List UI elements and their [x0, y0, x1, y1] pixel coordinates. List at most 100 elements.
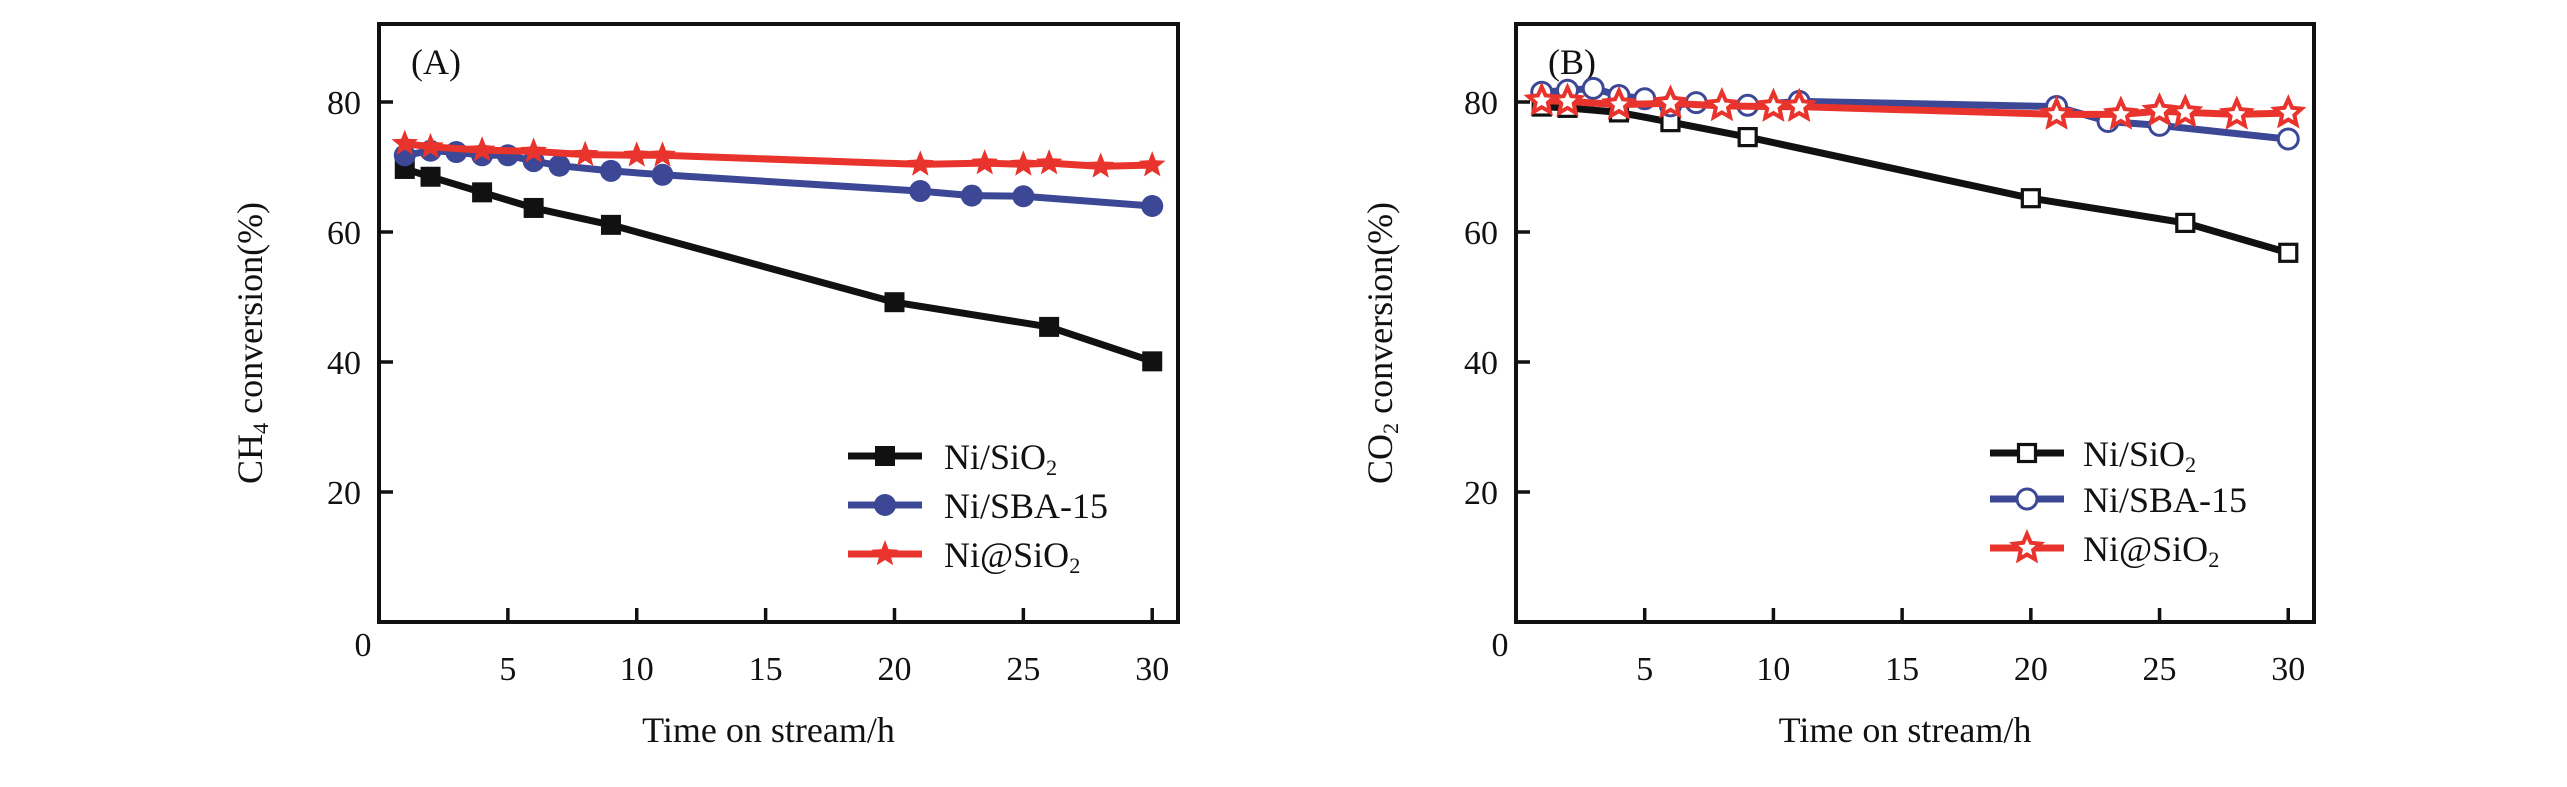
- legend-item[interactable]: Ni/SBA-15: [1990, 480, 2247, 520]
- data-point: [1703, 86, 1741, 122]
- x-tick-label: 25: [1006, 651, 1040, 688]
- legend-marker: [871, 540, 899, 566]
- data-point: [2276, 127, 2300, 151]
- x-tick-label: 15: [749, 651, 783, 688]
- data-point: [2020, 188, 2041, 209]
- legend-marker: [2016, 442, 2038, 464]
- data-point: [2175, 212, 2196, 233]
- data-point: [1581, 76, 1605, 100]
- data-point: [420, 166, 441, 187]
- data-point: [649, 141, 676, 167]
- data-point: [1755, 87, 1792, 122]
- legend-label-subscript: 2: [2208, 547, 2219, 572]
- y-axis: 20 40 60 80 0: [327, 85, 393, 664]
- data-point: [2270, 94, 2307, 129]
- data-point: [2102, 95, 2140, 130]
- y-tick-label: 20: [1464, 475, 1498, 512]
- y-axis-title-suffix: conversion(%): [1360, 202, 1400, 423]
- legend-marker: [875, 446, 895, 466]
- data-point: [2167, 93, 2204, 128]
- data-point: [971, 149, 998, 175]
- origin-label: 0: [1492, 627, 1509, 664]
- x-axis: 5 10 15 20 25 30: [1636, 608, 2305, 688]
- plot-frame: [1514, 22, 2316, 624]
- x-tick-label: 10: [620, 651, 654, 688]
- y-tick-label: 60: [1464, 215, 1498, 252]
- legend-label-subscript: 2: [1046, 455, 1057, 480]
- legend-label: Ni/SBA-15: [944, 486, 1108, 526]
- data-point: [417, 132, 444, 159]
- legend-label-main: Ni/SBA-15: [2083, 480, 2247, 520]
- data-point: [623, 141, 651, 167]
- legend-label-subscript: 2: [2185, 452, 2196, 477]
- series-ni-sio2: [391, 129, 1166, 178]
- legend-marker: [874, 494, 896, 516]
- legend-item[interactable]: Ni@SiO2: [848, 535, 1080, 578]
- x-tick-label: 20: [2014, 651, 2048, 688]
- x-axis: 5 10 15 20 25 30: [499, 608, 1169, 688]
- legend-item[interactable]: Ni/SiO2: [1990, 434, 2196, 477]
- data-point: [571, 140, 599, 166]
- panel-label: (B): [1548, 42, 1596, 82]
- legend-item[interactable]: Ni/SiO2: [848, 437, 1057, 480]
- legend-label-subscript: 2: [1069, 553, 1080, 578]
- data-point: [1035, 149, 1063, 175]
- legend-item[interactable]: Ni/SBA-15: [848, 486, 1108, 526]
- data-point: [960, 184, 983, 207]
- legend-label: Ni@SiO2: [2083, 529, 2219, 572]
- data-point: [1138, 151, 1166, 177]
- legend-label: Ni/SiO2: [944, 437, 1057, 480]
- data-point: [2278, 242, 2299, 263]
- legend-label-main: Ni/SiO: [2083, 434, 2185, 474]
- data-point: [523, 197, 544, 218]
- data-point: [1039, 316, 1060, 337]
- data-point: [1141, 195, 1164, 217]
- data-point: [391, 129, 419, 155]
- x-tick-label: 20: [877, 651, 911, 688]
- legend-marker: [2015, 487, 2039, 511]
- x-tick-label: 30: [2271, 651, 2305, 688]
- data-point: [1087, 152, 1114, 178]
- y-tick-label: 80: [327, 85, 361, 122]
- data-point: [520, 137, 547, 163]
- data-point: [1142, 351, 1163, 372]
- legend-label: Ni/SiO2: [2083, 434, 2196, 477]
- data-point: [1781, 87, 1818, 122]
- data-point: [1549, 82, 1586, 117]
- x-tick-label: 5: [499, 651, 516, 688]
- x-tick-label: 15: [1885, 651, 1919, 688]
- x-axis-title: Time on stream/h: [1779, 710, 2032, 750]
- series-ni-sio2: [394, 158, 1163, 372]
- data-point: [1600, 85, 1638, 120]
- x-tick-label: 10: [1756, 651, 1790, 688]
- y-axis-title-main: CO: [1360, 434, 1400, 484]
- panel-a: 20 40 60 80 0 5 10 15 20 25 30 Time on stream/h CH4 …: [230, 22, 1180, 750]
- x-tick-label: 5: [1636, 651, 1653, 688]
- data-point: [2218, 95, 2255, 130]
- origin-label: 0: [355, 627, 372, 664]
- y-axis-title-subscript: 2: [1378, 423, 1403, 434]
- data-point: [468, 136, 496, 162]
- plot-frame: [377, 22, 1180, 624]
- y-axis-title-suffix: conversion(%): [230, 202, 270, 423]
- legend-item[interactable]: Ni@SiO2: [1990, 529, 2219, 572]
- y-axis-title: CO2 conversion(%): [1360, 202, 1403, 484]
- data-point: [909, 180, 932, 203]
- y-axis-title: CH4 conversion(%): [230, 202, 273, 484]
- data-point: [2038, 95, 2075, 130]
- legend-label: Ni@SiO2: [944, 535, 1080, 578]
- data-point: [2141, 92, 2178, 127]
- legend-label-main: Ni/SBA-15: [944, 486, 1108, 526]
- legend-marker: [2008, 529, 2046, 564]
- data-point: [884, 292, 905, 313]
- data-point: [472, 182, 493, 203]
- y-axis: 20 40 60 80 0: [1464, 85, 1530, 664]
- data-point: [599, 159, 622, 182]
- legend-label-main: Ni/SiO: [944, 437, 1046, 477]
- legend-label-main: Ni@SiO: [2083, 529, 2208, 569]
- data-point: [600, 214, 621, 235]
- legend-label-main: Ni@SiO: [944, 535, 1069, 575]
